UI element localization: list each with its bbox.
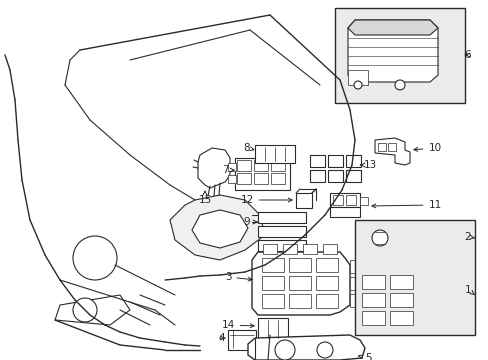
Circle shape	[371, 230, 387, 246]
Bar	[346, 155, 360, 167]
Bar	[349, 277, 361, 290]
Bar	[349, 294, 361, 307]
Polygon shape	[374, 138, 409, 165]
Polygon shape	[347, 20, 437, 82]
Bar	[258, 240, 305, 251]
Text: 10: 10	[413, 143, 441, 153]
Bar	[253, 160, 267, 171]
Bar	[258, 318, 287, 340]
Text: 13: 13	[360, 160, 376, 170]
Bar	[361, 311, 384, 325]
Bar	[262, 276, 284, 290]
Bar	[361, 275, 384, 289]
Bar	[288, 276, 310, 290]
Bar	[227, 330, 256, 350]
Polygon shape	[247, 335, 364, 360]
Polygon shape	[198, 148, 229, 188]
Text: 2: 2	[464, 232, 473, 242]
Bar	[227, 163, 236, 171]
Text: 4: 4	[218, 333, 225, 343]
Bar	[389, 311, 412, 325]
Bar	[359, 197, 367, 205]
Bar	[347, 70, 367, 85]
Text: 9: 9	[243, 217, 256, 227]
Bar	[309, 155, 325, 167]
Bar	[315, 276, 337, 290]
Bar	[262, 294, 284, 308]
Bar	[235, 158, 289, 190]
Bar	[270, 160, 285, 171]
Text: 3: 3	[224, 272, 252, 282]
Bar	[303, 244, 316, 254]
Bar	[387, 143, 395, 151]
Bar	[389, 293, 412, 307]
Bar	[323, 244, 336, 254]
Polygon shape	[192, 210, 247, 248]
Bar	[346, 170, 360, 182]
Bar	[315, 258, 337, 272]
Bar	[295, 193, 311, 208]
Bar	[258, 212, 305, 223]
Bar	[288, 294, 310, 308]
Bar	[237, 173, 250, 184]
Bar	[262, 258, 284, 272]
Circle shape	[353, 81, 361, 89]
Bar	[332, 195, 342, 205]
Bar	[258, 226, 305, 237]
Text: 14: 14	[221, 320, 254, 330]
Bar	[349, 260, 361, 273]
Text: 7: 7	[221, 165, 234, 175]
Polygon shape	[55, 295, 130, 325]
Polygon shape	[251, 252, 349, 315]
Text: 1: 1	[464, 285, 473, 295]
Bar	[283, 244, 296, 254]
Polygon shape	[170, 195, 264, 260]
Circle shape	[274, 340, 294, 360]
Bar	[361, 293, 384, 307]
Bar	[270, 173, 285, 184]
Bar	[327, 155, 342, 167]
Circle shape	[394, 80, 404, 90]
Bar	[354, 220, 474, 335]
Bar	[263, 244, 276, 254]
Circle shape	[73, 236, 117, 280]
Text: 15: 15	[198, 191, 211, 205]
Text: 11: 11	[371, 200, 441, 210]
Bar	[315, 294, 337, 308]
Bar	[329, 193, 359, 207]
Text: 5: 5	[358, 353, 370, 360]
Bar	[389, 275, 412, 289]
Bar	[253, 173, 267, 184]
Bar	[377, 143, 385, 151]
Circle shape	[316, 342, 332, 358]
Bar	[288, 258, 310, 272]
Text: 12: 12	[240, 195, 291, 205]
Text: 8: 8	[243, 143, 253, 153]
Bar	[327, 170, 342, 182]
Bar	[237, 160, 250, 171]
Text: 6: 6	[464, 50, 470, 60]
Bar	[227, 175, 236, 183]
Bar	[329, 207, 359, 217]
Circle shape	[73, 298, 97, 322]
Bar	[309, 170, 325, 182]
Bar	[346, 195, 355, 205]
Bar	[254, 145, 294, 163]
Polygon shape	[347, 20, 437, 35]
Bar	[334, 8, 464, 103]
